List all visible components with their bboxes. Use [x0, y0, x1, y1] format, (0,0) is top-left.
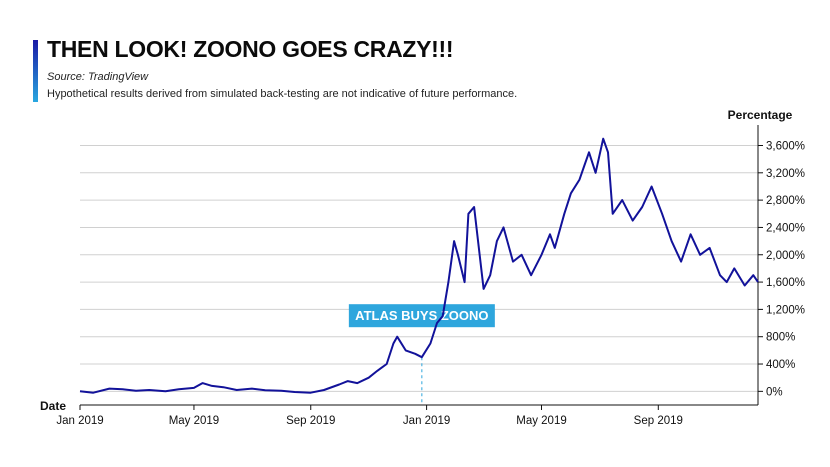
y-tick-label: 3,200% [766, 168, 805, 180]
series-line [79, 137, 759, 394]
y-tick-label: 2,000% [766, 250, 805, 262]
y-tick-label: 0% [766, 386, 783, 398]
source-note: Source: TradingView [47, 71, 149, 83]
x-tick-label: May 2019 [169, 415, 220, 427]
x-tick-label: Jan 2019 [403, 415, 450, 427]
y-tick-label: 1,600% [766, 277, 805, 289]
y-tick-label: 2,400% [766, 222, 805, 234]
y-tick-label: 2,800% [766, 195, 805, 207]
x-axis-ticks: Jan 2019 May 2019 Sep 2019 Jan 2019 May 2019… [56, 405, 683, 427]
disclaimer-note: Hypothetical results derived from simula… [47, 88, 518, 100]
x-tick-label: Sep 2019 [634, 415, 683, 427]
x-tick-label: May 2019 [516, 415, 567, 427]
x-axis-title: Date [40, 399, 66, 413]
annotation-label: ATLAS BUYS ZOONO [355, 308, 488, 323]
y-axis-title: Percentage [728, 108, 793, 122]
title-accent-bar [33, 40, 38, 102]
x-tick-label: Sep 2019 [286, 415, 335, 427]
x-tick-label: Jan 2019 [56, 415, 103, 427]
y-tick-label: 400% [766, 359, 795, 371]
y-tick-label: 800% [766, 332, 795, 344]
y-tick-label: 3,600% [766, 140, 805, 152]
gridlines [80, 144, 758, 392]
y-axis-ticks: 0% 400% 800% 1,200% 1,600% 2,000% 2,400% 2,800%… [758, 140, 805, 398]
annotation-box [348, 304, 495, 328]
chart-title: THEN LOOK! ZOONO GOES CRAZY!!! [47, 36, 454, 62]
y-tick-label: 1,200% [766, 304, 805, 316]
